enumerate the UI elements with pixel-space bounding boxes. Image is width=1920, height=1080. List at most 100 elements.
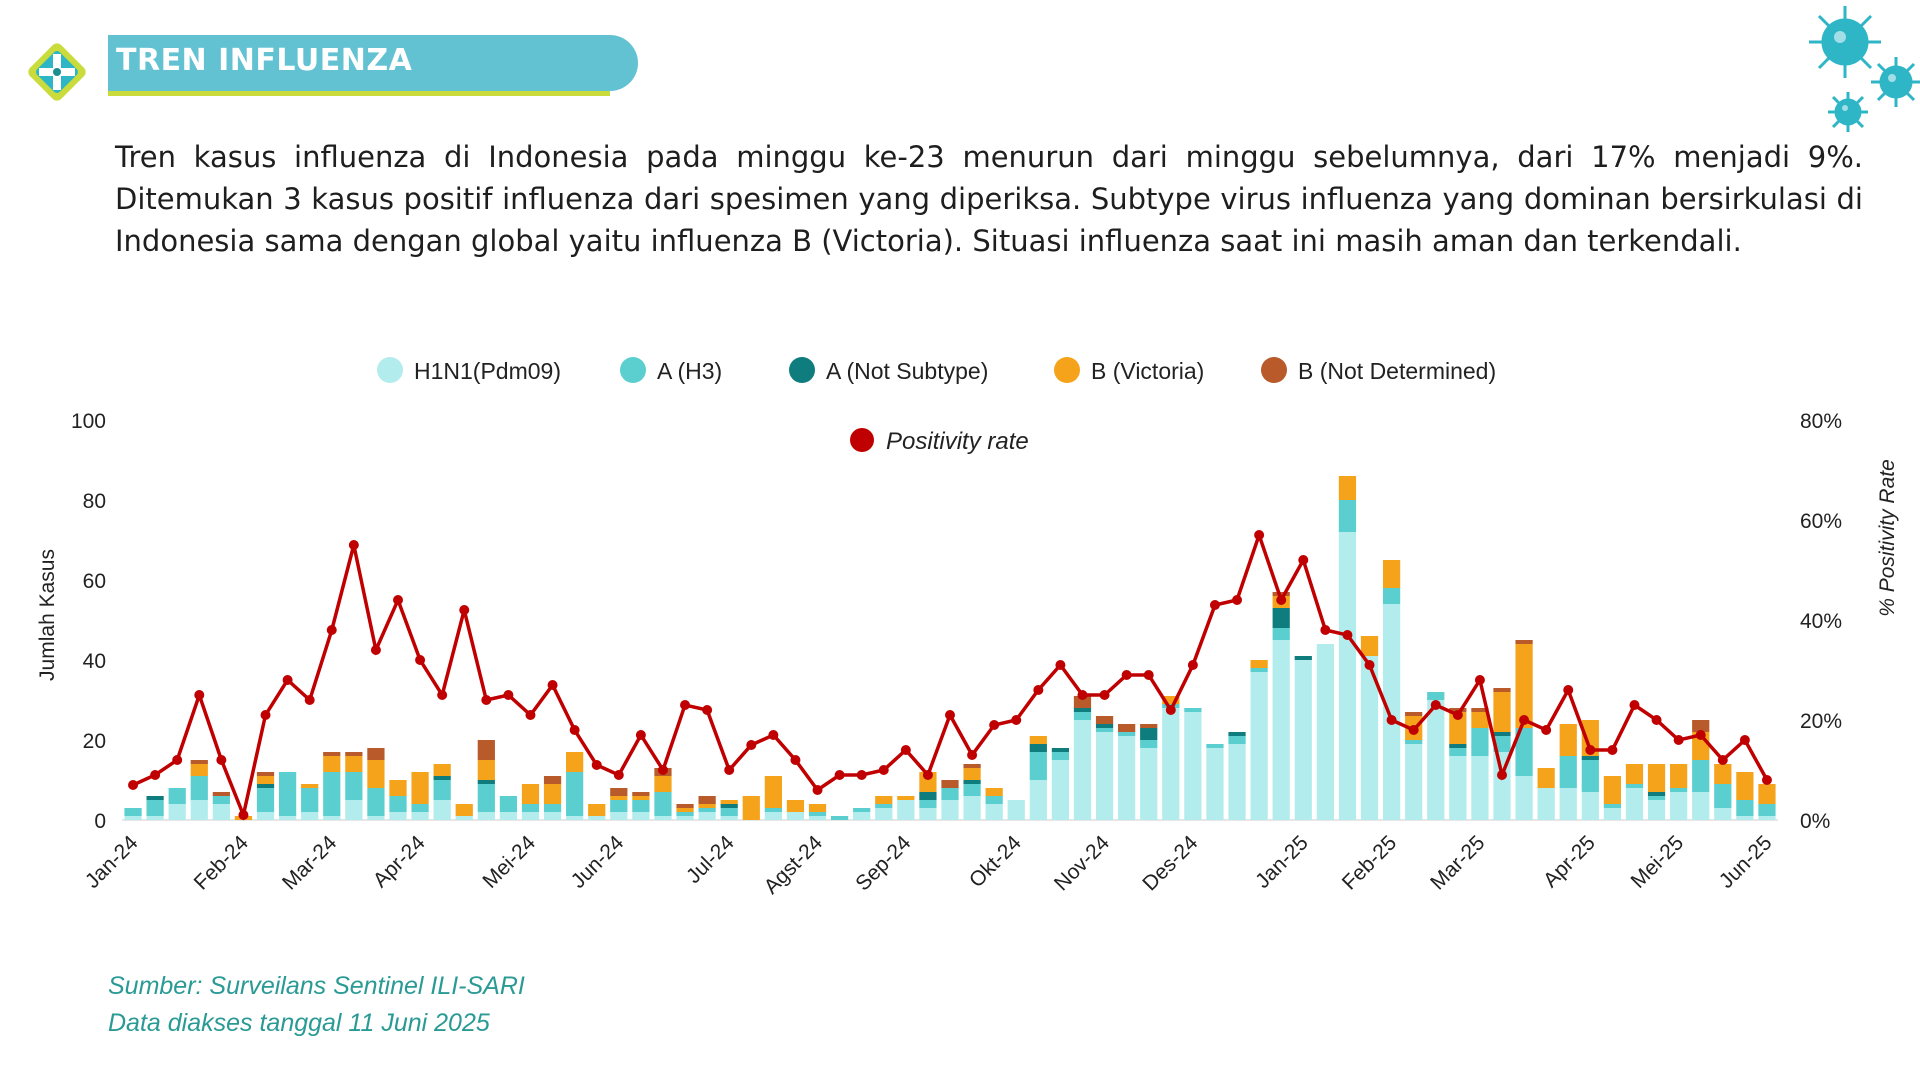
x-tick-label: Feb-24: [190, 831, 254, 895]
positivity-point: [503, 690, 514, 700]
bar-h3: [124, 808, 142, 816]
bar-h1n1: [1029, 780, 1047, 820]
stacked-bars: [124, 476, 1776, 820]
bar-h1n1: [566, 816, 584, 820]
bar-not_determined: [1272, 592, 1290, 596]
bar-not_determined: [610, 788, 628, 796]
bar-h3: [190, 776, 208, 800]
positivity-point: [657, 765, 668, 775]
bar-victoria: [963, 768, 981, 780]
page-title: TREN INFLUENZA: [116, 43, 413, 78]
bar-h1n1: [875, 808, 893, 820]
positivity-point: [1541, 725, 1552, 735]
bar-h3: [323, 772, 341, 816]
bar-h3: [808, 812, 827, 816]
bar-h1n1: [1405, 744, 1423, 820]
bar-h3: [654, 792, 672, 816]
bar-h1n1: [301, 812, 319, 820]
footer: Sumber: Surveilans Sentinel ILI-SARI Dat…: [108, 968, 525, 1042]
bar-victoria: [1736, 772, 1754, 800]
bar-h1n1: [146, 816, 164, 820]
positivity-point: [1563, 685, 1574, 695]
x-axis: Jan-24 Feb-24 Mar-24 Apr-24 Mei-24 Jun-24 Jul-…: [81, 831, 1777, 899]
bar-h3: [1670, 788, 1688, 792]
bar-victoria: [521, 784, 540, 804]
bar-h1n1: [345, 800, 363, 820]
bar-h1n1: [1647, 800, 1666, 820]
bar-not_determined: [698, 796, 716, 804]
positivity-point: [878, 765, 889, 775]
positivity-point: [768, 730, 779, 740]
bar-h1n1: [1382, 604, 1401, 820]
bar-h3: [345, 772, 363, 800]
bar-h1n1: [1228, 744, 1246, 820]
bar-h3: [367, 788, 385, 816]
x-tick-label: Sep-24: [851, 831, 915, 895]
positivity-point: [812, 785, 823, 795]
positivity-point: [1430, 700, 1441, 710]
bar-victoria: [985, 788, 1003, 796]
positivity-point: [635, 730, 646, 740]
bar-not_subtype: [1294, 656, 1312, 660]
positivity-point: [680, 700, 691, 710]
virus-medium-icon: [1871, 57, 1920, 107]
bar-victoria: [1250, 660, 1268, 668]
bar-h1n1: [543, 812, 562, 820]
bar-victoria: [897, 796, 915, 800]
positivity-point: [238, 810, 249, 820]
positivity-point: [1077, 690, 1088, 700]
positivity-point: [724, 765, 735, 775]
bar-h3: [1603, 804, 1622, 808]
positivity-point: [569, 725, 580, 735]
bar-h3: [1559, 756, 1577, 788]
bar-h3: [1184, 708, 1202, 712]
bar-not_determined: [941, 780, 959, 788]
positivity-point: [1320, 625, 1331, 635]
bar-h1n1: [1670, 792, 1688, 820]
positivity-point: [702, 705, 713, 715]
bar-victoria: [301, 784, 319, 788]
bar-not_subtype: [256, 784, 275, 788]
positivity-point: [525, 710, 536, 720]
bar-h3: [764, 808, 782, 812]
x-tick-label: Des-24: [1138, 831, 1202, 895]
bar-h1n1: [853, 812, 871, 820]
positivity-point: [1519, 715, 1530, 725]
bar-victoria: [1338, 476, 1357, 500]
bar-victoria: [543, 784, 562, 804]
bar-victoria: [411, 772, 429, 804]
positivity-point: [1739, 735, 1750, 745]
legend-marker-not_subtype: [789, 357, 815, 383]
x-tick-label: Apr-25: [1539, 831, 1600, 892]
ministry-logo: [28, 43, 86, 101]
bar-h1n1: [676, 816, 694, 820]
y-axis-right: 0% 20% 40% 60% 80%: [1800, 410, 1842, 833]
bar-victoria: [323, 756, 341, 772]
y2-axis-title: % Positivity Rate: [1876, 459, 1899, 617]
positivity-point: [1408, 725, 1419, 735]
y2-tick-label: 60%: [1800, 510, 1842, 533]
x-tick-label: Nov-24: [1050, 831, 1114, 895]
bar-victoria: [786, 800, 805, 812]
bar-victoria: [1603, 776, 1622, 804]
positivity-point: [348, 540, 359, 550]
bar-victoria: [1449, 712, 1467, 744]
bar-h3: [875, 804, 893, 808]
summary-paragraph: Tren kasus influenza di Indonesia pada m…: [115, 140, 1863, 258]
positivity-point: [1497, 770, 1507, 780]
bar-h1n1: [1360, 656, 1379, 820]
positivity-point: [1717, 755, 1728, 765]
bar-victoria: [345, 756, 363, 772]
bar-victoria: [720, 800, 738, 804]
positivity-point: [1099, 690, 1110, 700]
bar-h3: [632, 800, 650, 812]
bar-not_determined: [543, 776, 562, 784]
bar-not_determined: [323, 752, 341, 756]
bar-h3: [1758, 804, 1776, 816]
bar-h3: [499, 796, 518, 812]
bar-h1n1: [168, 804, 186, 820]
bar-victoria: [1714, 764, 1732, 784]
logo-center: [53, 68, 61, 76]
positivity-legend-label: Positivity rate: [886, 428, 1029, 455]
bar-not_determined: [676, 804, 694, 808]
